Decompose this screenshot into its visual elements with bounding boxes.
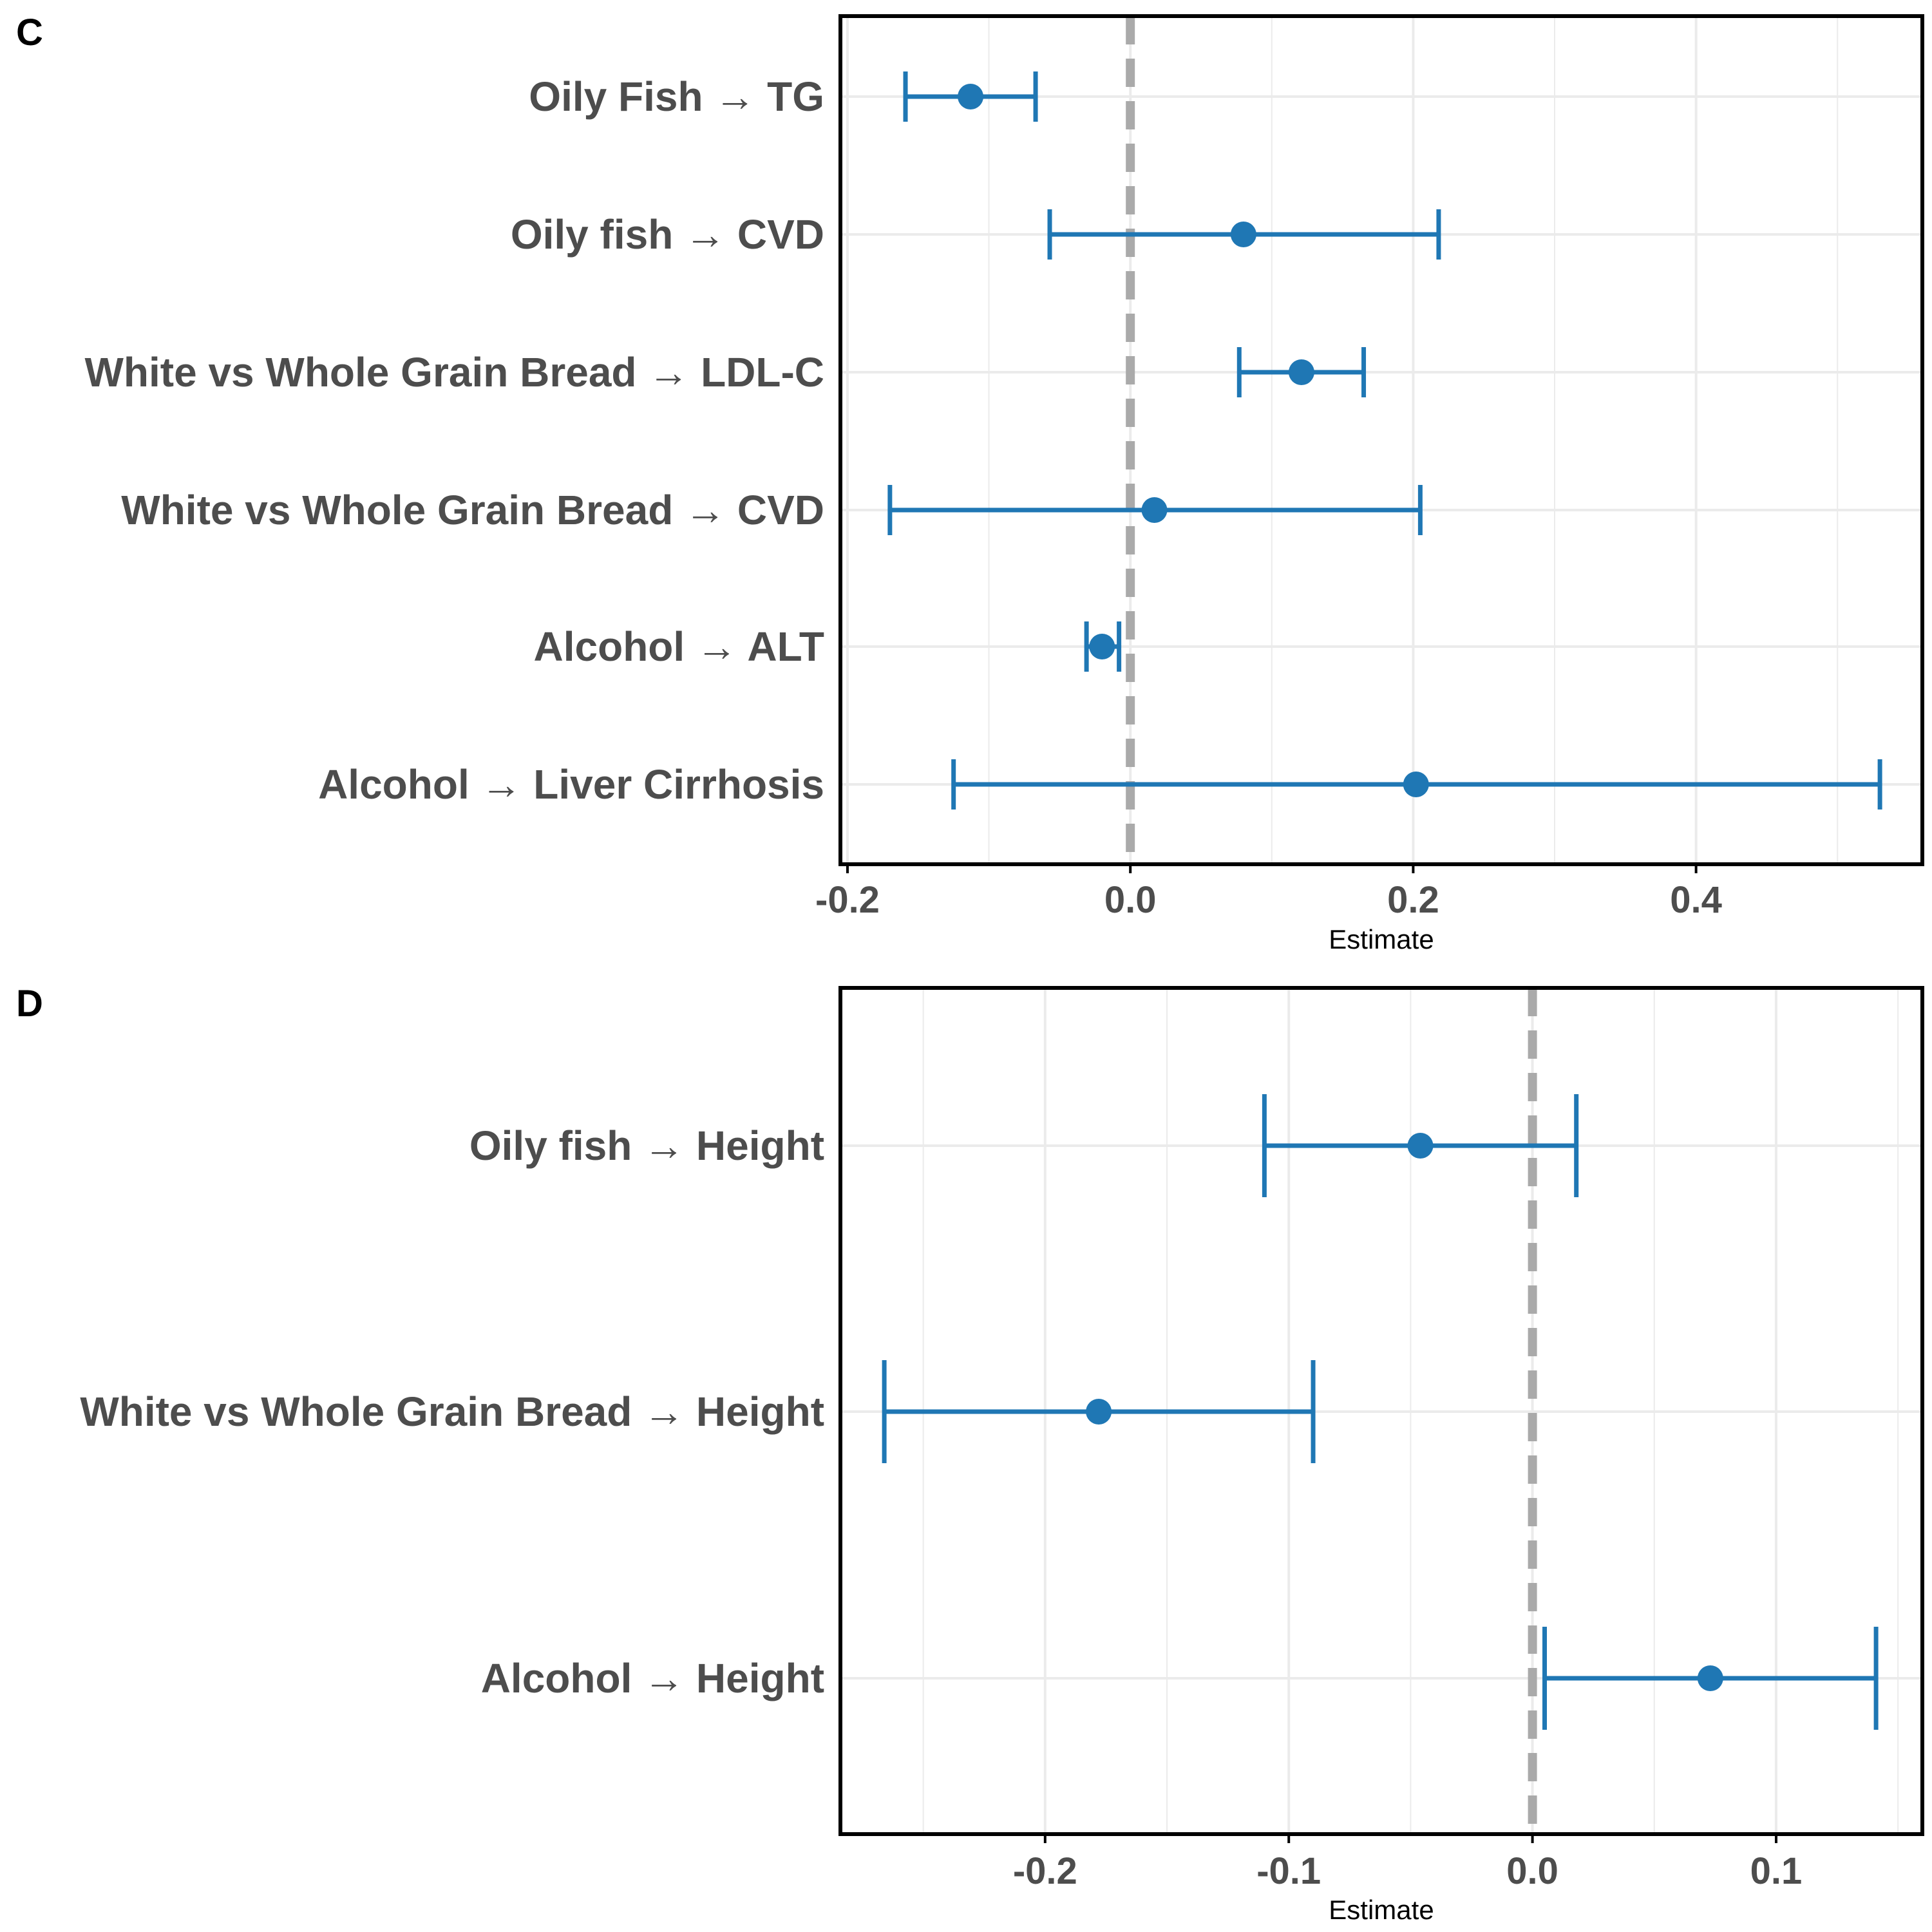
panel-letter: D <box>16 983 43 1025</box>
estimate-point <box>1407 1133 1434 1159</box>
panel-c: C Oily Fish → TG Oily fish → CVD White vs W… <box>16 12 1924 954</box>
estimate-point <box>1403 772 1429 797</box>
panel-frame <box>838 14 1924 866</box>
forest-row: Oily fish → Height <box>469 1094 1579 1197</box>
row-label: Oily fish → Height <box>469 1122 824 1169</box>
x-axis-title: Estimate <box>1329 1895 1434 1925</box>
estimate-point <box>1089 634 1115 659</box>
x-axis-title: Estimate <box>1329 924 1434 954</box>
forest-row: Oily Fish → TG <box>529 71 1038 122</box>
row-label: Oily fish → CVD <box>511 211 824 258</box>
row-label: White vs Whole Grain Bread → Height <box>80 1388 824 1435</box>
forest-row: Alcohol → Liver Cirrhosis <box>318 759 1882 810</box>
x-tick-label: -0.2 <box>815 879 880 921</box>
row-label: Alcohol → Height <box>481 1655 824 1701</box>
row-label: Oily Fish → TG <box>529 73 824 120</box>
panel-d: D Oily fish → Height White vs Whole Grain … <box>16 983 1924 1925</box>
row-label: Alcohol → Liver Cirrhosis <box>318 761 824 808</box>
x-tick-label: 0.0 <box>1506 1850 1558 1892</box>
forest-row: Alcohol → Height <box>481 1627 1879 1730</box>
x-tick-label: 0.0 <box>1104 879 1157 921</box>
panel-letter: C <box>16 12 43 53</box>
forest-row: Alcohol → ALT <box>534 621 1122 672</box>
estimate-point <box>958 84 984 109</box>
x-tick-label: -0.1 <box>1256 1850 1321 1892</box>
estimate-point <box>1086 1399 1112 1425</box>
forest-row: White vs Whole Grain Bread → LDL-C <box>84 347 1367 397</box>
estimate-point <box>1230 222 1256 247</box>
row-label: White vs Whole Grain Bread → LDL-C <box>84 349 824 395</box>
estimate-point <box>1697 1665 1723 1691</box>
estimate-point <box>1288 359 1314 385</box>
forest-row: Oily fish → CVD <box>511 209 1441 260</box>
row-label: Alcohol → ALT <box>534 623 825 670</box>
forest-row: White vs Whole Grain Bread → Height <box>80 1360 1316 1463</box>
x-tick-label: -0.2 <box>1013 1850 1077 1892</box>
panel-frame <box>838 986 1924 1836</box>
x-tick-label: 0.4 <box>1670 879 1722 921</box>
forest-row: White vs Whole Grain Bread → CVD <box>121 485 1423 535</box>
row-label: White vs Whole Grain Bread → CVD <box>121 487 824 533</box>
x-tick-label: 0.2 <box>1387 879 1439 921</box>
estimate-point <box>1141 497 1168 523</box>
x-tick-label: 0.1 <box>1750 1850 1803 1892</box>
